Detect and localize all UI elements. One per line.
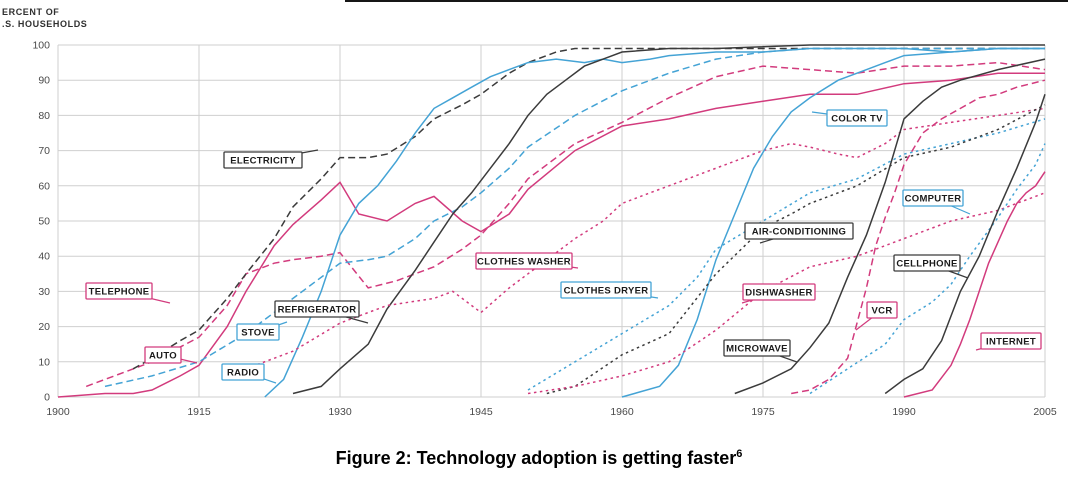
- series-label-cellphone: CELLPHONE: [893, 254, 969, 279]
- svg-text:MICROWAVE: MICROWAVE: [726, 344, 788, 355]
- caption-text: Figure 2: Technology adoption is getting…: [335, 448, 737, 468]
- y-tick-label-20: 20: [38, 321, 50, 333]
- svg-text:ELECTRICITY: ELECTRICITY: [230, 156, 296, 167]
- svg-text:REFRIGERATOR: REFRIGERATOR: [278, 305, 357, 316]
- series-label-internet: INTERNET: [975, 332, 1042, 351]
- series-label-air-conditioning: AIR-CONDITIONING: [744, 222, 854, 244]
- series-label-microwave: MICROWAVE: [723, 339, 798, 363]
- svg-text:CLOTHES WASHER: CLOTHES WASHER: [477, 257, 571, 268]
- x-tick-label-1960: 1960: [610, 406, 634, 418]
- svg-text:AIR-CONDITIONING: AIR-CONDITIONING: [752, 227, 847, 238]
- svg-text:RADIO: RADIO: [227, 368, 259, 379]
- series-line-radio: [264, 47, 1045, 398]
- technology-adoption-chart: 0 10 20 30 40 50 60 70 80 90 100 1900 1915 1930 1945 19…: [32, 40, 1057, 419]
- x-tick-label-1930: 1930: [328, 406, 352, 418]
- series-label-dishwasher: DISHWASHER: [741, 283, 816, 304]
- series-label-color-tv: COLOR TV: [811, 109, 888, 127]
- svg-text:CELLPHONE: CELLPHONE: [896, 259, 957, 270]
- series-label-radio: RADIO: [221, 363, 277, 384]
- series-line-microwave: [734, 58, 1046, 395]
- series-label-vcr: VCR: [855, 301, 898, 331]
- x-tick-label-1975: 1975: [751, 406, 775, 418]
- svg-text:VCR: VCR: [872, 306, 893, 317]
- y-tick-label-0: 0: [44, 392, 50, 404]
- series-line-vcr: [791, 79, 1046, 395]
- y-tick-label-80: 80: [38, 110, 50, 122]
- y-axis-title: ERCENT OF .S. HOUSEHOLDS: [2, 6, 87, 30]
- y-tick-label-50: 50: [38, 216, 50, 228]
- x-tick-label-1900: 1900: [46, 406, 70, 418]
- svg-text:STOVE: STOVE: [241, 328, 275, 339]
- y-tick-label-90: 90: [38, 75, 50, 87]
- series-line-electricity: [132, 47, 1045, 370]
- svg-text:TELEPHONE: TELEPHONE: [89, 287, 150, 298]
- series-line-clothes-washer: [245, 107, 1046, 370]
- series-label-clothes-dryer: CLOTHES DRYER: [560, 281, 659, 299]
- caption-footnote-marker: 6: [736, 448, 743, 460]
- svg-text:COLOR TV: COLOR TV: [831, 114, 883, 125]
- x-tick-label-1915: 1915: [187, 406, 211, 418]
- y-tick-label-30: 30: [38, 286, 50, 298]
- series-line-dishwasher: [527, 192, 1046, 395]
- y-tick-label-10: 10: [38, 356, 50, 368]
- series-label-electricity: ELECTRICITY: [223, 149, 319, 169]
- y-tick-label-60: 60: [38, 180, 50, 192]
- y-tick-label-40: 40: [38, 251, 50, 263]
- series-line-refrigerator: [292, 44, 1045, 395]
- x-tick-label-1945: 1945: [469, 406, 493, 418]
- x-tick-label-2005: 2005: [1033, 406, 1057, 418]
- series-label-clothes-washer: CLOTHES WASHER: [475, 252, 579, 270]
- svg-text:INTERNET: INTERNET: [986, 337, 1036, 348]
- y-tick-label-70: 70: [38, 145, 50, 157]
- series-label-computer: COMPUTER: [902, 189, 971, 215]
- series-line-clothes-dryer: [527, 118, 1046, 391]
- cropped-top-rule: [345, 0, 1068, 2]
- y-axis-title-line1: ERCENT OF: [2, 7, 60, 17]
- y-axis-title-line2: .S. HOUSEHOLDS: [2, 19, 88, 29]
- y-tick-label-100: 100: [32, 40, 50, 52]
- series-line-auto: [57, 72, 1045, 398]
- svg-text:DISHWASHER: DISHWASHER: [745, 288, 812, 299]
- series-line-cellphone: [884, 94, 1046, 395]
- svg-text:COMPUTER: COMPUTER: [905, 194, 962, 205]
- series-label-telephone: TELEPHONE: [85, 282, 171, 304]
- svg-text:CLOTHES DRYER: CLOTHES DRYER: [564, 286, 649, 297]
- series-label-refrigerator: REFRIGERATOR: [274, 300, 369, 324]
- series-line-air-conditioning: [546, 104, 1046, 395]
- x-tick-label-1990: 1990: [892, 406, 916, 418]
- svg-text:AUTO: AUTO: [149, 351, 177, 362]
- series-label-stove: STOVE: [236, 321, 288, 341]
- figure-caption: Figure 2: Technology adoption is getting…: [0, 448, 1078, 469]
- series-line-internet: [903, 171, 1046, 398]
- series-label-auto: AUTO: [144, 346, 198, 364]
- series-line-telephone: [85, 61, 1046, 388]
- series-line-color-tv: [621, 47, 1045, 398]
